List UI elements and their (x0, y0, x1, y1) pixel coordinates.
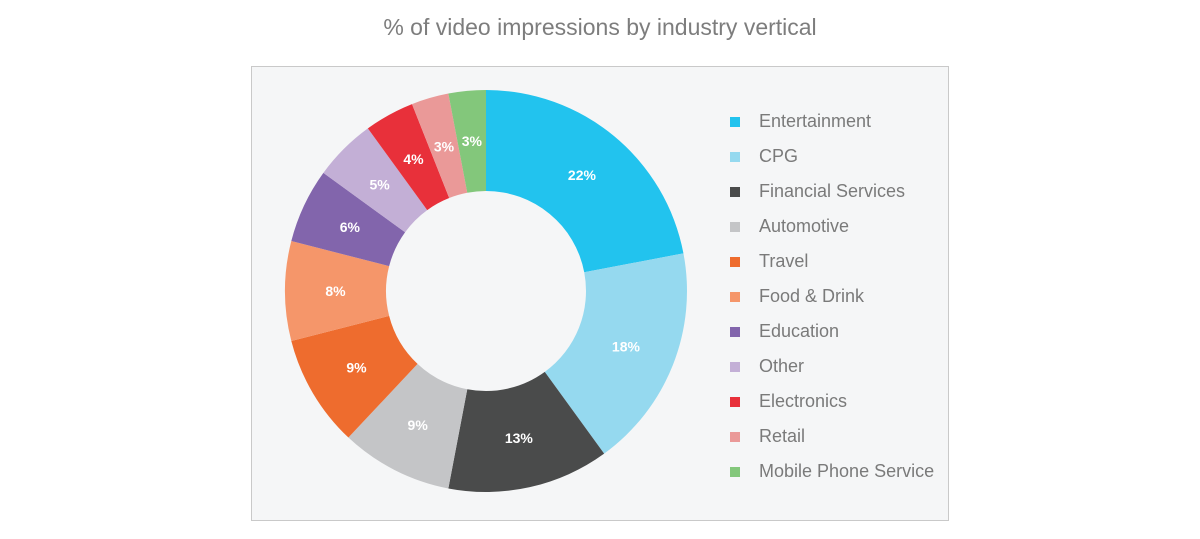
legend-item-travel: Travel (730, 244, 934, 279)
legend-swatch (730, 151, 740, 162)
slice-entertainment (486, 90, 684, 273)
legend-item-food-drink: Food & Drink (730, 279, 934, 314)
slice-label-cpg: 18% (612, 338, 641, 354)
legend-label: Electronics (759, 391, 848, 411)
slice-label-travel: 9% (346, 360, 367, 376)
slice-retail (412, 93, 468, 199)
slice-label-automotive: 9% (408, 417, 429, 433)
slice-label-other: 5% (369, 177, 390, 193)
slice-label-education: 6% (340, 219, 361, 235)
slice-education (291, 172, 406, 267)
legend-label: Financial Services (759, 181, 906, 201)
legend-label: Mobile Phone Service (759, 461, 935, 481)
slice-label-entertainment: 22% (568, 167, 597, 183)
slice-food-drink (284, 241, 390, 341)
legend-swatch (730, 361, 740, 372)
slice-financial-services (448, 371, 605, 492)
legend-swatch (730, 256, 740, 267)
slice-cpg (544, 253, 688, 454)
legend-label: Entertainment (759, 111, 872, 131)
legend-item-electronics: Electronics (730, 384, 934, 419)
legend-item-cpg: CPG (730, 139, 934, 174)
slice-label-financial-services: 13% (505, 430, 534, 446)
legend-swatch (730, 466, 740, 477)
legend: Entertainment CPG Financial Services Automo… (730, 104, 934, 489)
chart-title: % of video impressions by industry verti… (383, 14, 817, 40)
legend-swatch (730, 291, 740, 302)
slice-label-mobile-phone-service: 3% (462, 133, 483, 149)
legend-item-education: Education (730, 314, 934, 349)
legend-swatch (730, 116, 740, 127)
slice-other (323, 128, 428, 233)
legend-label: Other (759, 356, 805, 376)
legend-item-mobile-phone-service: Mobile Phone Service (730, 454, 934, 489)
legend-item-entertainment: Entertainment (730, 104, 934, 139)
legend-item-retail: Retail (730, 419, 934, 454)
legend-item-financial-services: Financial Services (730, 174, 934, 209)
legend-swatch (730, 221, 740, 232)
legend-swatch (730, 396, 740, 407)
legend-item-other: Other (730, 349, 934, 384)
legend-label: CPG (759, 146, 799, 166)
slice-automotive (348, 363, 468, 489)
legend-label: Education (759, 321, 840, 341)
legend-swatch (730, 326, 740, 337)
legend-swatch (730, 186, 740, 197)
legend-label: Travel (759, 251, 809, 271)
slice-label-electronics: 4% (403, 151, 424, 167)
legend-label: Automotive (759, 216, 850, 236)
slice-label-food-drink: 8% (325, 283, 346, 299)
legend-item-automotive: Automotive (730, 209, 934, 244)
slice-travel (291, 315, 418, 438)
slice-electronics (367, 104, 450, 211)
legend-label: Food & Drink (759, 286, 865, 306)
slice-mobile-phone-service (448, 90, 486, 193)
legend-label: Retail (759, 426, 806, 446)
legend-swatch (730, 431, 740, 442)
slice-label-retail: 3% (434, 138, 455, 154)
